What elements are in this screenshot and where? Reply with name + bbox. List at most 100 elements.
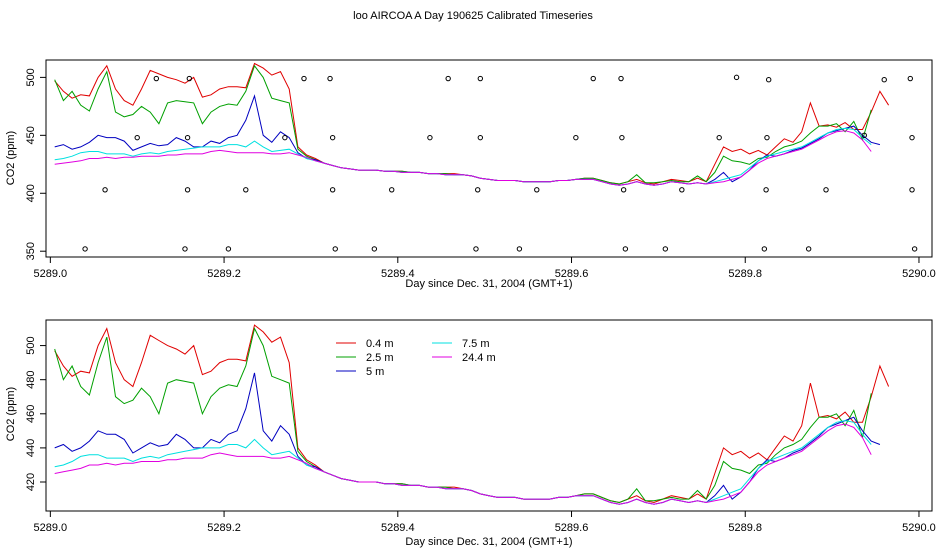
- calibration-point: [102, 187, 108, 193]
- calibration-point: [82, 246, 88, 252]
- top-x-axis-label: Day since Dec. 31, 2004 (GMT+1): [405, 278, 572, 290]
- top-series-line-24-4-m: [54, 130, 872, 186]
- calibration-point: [716, 134, 722, 141]
- bottom-x-tick-label: 5290.0: [902, 522, 936, 534]
- calibration-point: [573, 134, 579, 141]
- calibration-point: [134, 134, 140, 141]
- calibration-point: [622, 246, 629, 252]
- calibration-point: [184, 134, 191, 141]
- calibration-point: [909, 187, 915, 193]
- calibration-point: [332, 246, 338, 252]
- calibration-point: [861, 132, 867, 139]
- bottom-series-line-24-4-m: [54, 423, 872, 505]
- calibration-point: [679, 187, 685, 193]
- top-series-line-7-5-m: [54, 127, 872, 186]
- bottom-y-axis-label: CO2 (ppm): [5, 387, 17, 441]
- calibration-point: [475, 187, 481, 193]
- calibration-point: [329, 187, 336, 193]
- bottom-x-axis-label: Day since Dec. 31, 2004 (GMT+1): [405, 536, 572, 548]
- calibration-point: [427, 134, 433, 141]
- legend-label: 5 m: [366, 366, 384, 378]
- calibration-point: [733, 74, 740, 81]
- calibration-point: [823, 187, 829, 193]
- calibration-point: [327, 75, 333, 82]
- top-x-tick-label: 5290.0: [902, 268, 936, 280]
- top-x-tick-label: 5289.8: [728, 268, 762, 280]
- top-x-axis: 5289.0 5289.2 5289.4 5289.6 5289.8 5290.0: [34, 257, 936, 280]
- top-series-line-0-4-m: [54, 62, 890, 185]
- legend-label: 2.5 m: [366, 352, 394, 364]
- top-y-tick-label: 400: [25, 184, 37, 202]
- bottom-panel: 5289.0 5289.2 5289.4 5289.6 5289.8 5290.0 420…: [5, 319, 936, 548]
- figure-title: loo AIRCOA A Day 190625 Calibrated Times…: [353, 10, 593, 22]
- calibration-point: [389, 187, 395, 193]
- calibration-point: [881, 77, 887, 83]
- calibration-point: [153, 75, 160, 82]
- bottom-series-lines: [54, 324, 890, 505]
- calibration-point: [907, 75, 913, 82]
- calibration-point: [516, 246, 523, 252]
- legend-label: 24.4 m: [462, 352, 496, 364]
- legend-label: 7.5 m: [462, 338, 490, 350]
- bottom-plot-frame: [45, 319, 933, 512]
- top-x-tick-label: 5289.6: [555, 268, 589, 280]
- calibration-point: [282, 134, 288, 141]
- calibration-point: [301, 75, 307, 82]
- calibration-point: [909, 134, 915, 141]
- bottom-y-tick-label: 460: [25, 405, 37, 423]
- calibration-point: [473, 246, 479, 252]
- top-x-tick-label: 5289.4: [381, 268, 415, 280]
- calibration-point: [911, 246, 918, 252]
- calibration-point: [619, 134, 625, 141]
- bottom-y-tick-label: 500: [25, 336, 37, 354]
- bottom-y-tick-label: 440: [25, 439, 37, 457]
- top-panel: 5289.0 5289.2 5289.4 5289.6 5289.8 5290.0 350…: [5, 59, 936, 290]
- bottom-y-axis: 420 440 460 480 500: [25, 336, 46, 491]
- calibration-point: [590, 75, 596, 82]
- bottom-x-tick-label: 5289.8: [728, 522, 762, 534]
- legend: 0.4 m 2.5 m 5 m 7.5 m 24.4 m: [336, 338, 496, 378]
- top-y-axis: 350 400 450 500: [25, 68, 46, 260]
- bottom-x-tick-label: 5289.2: [207, 522, 241, 534]
- top-y-tick-label: 500: [25, 68, 37, 86]
- bottom-series-line-5-m: [54, 372, 881, 505]
- calibration-point: [182, 246, 188, 252]
- bottom-y-tick-label: 480: [25, 371, 37, 389]
- calibration-point: [765, 77, 772, 83]
- top-y-axis-label: CO2 (ppm): [5, 131, 17, 185]
- top-calibration-points: [82, 74, 918, 252]
- top-y-tick-label: 450: [25, 126, 37, 144]
- top-y-tick-label: 350: [25, 242, 37, 260]
- bottom-series-line-7-5-m: [54, 420, 872, 505]
- calibration-point: [805, 246, 812, 252]
- calibration-point: [761, 246, 768, 252]
- calibration-point: [534, 187, 540, 193]
- calibration-point: [371, 246, 378, 252]
- top-series-line-2-5-m: [54, 64, 872, 185]
- calibration-point: [477, 75, 484, 82]
- top-series-line-5-m: [54, 94, 881, 186]
- top-plot-frame: [45, 59, 933, 258]
- calibration-point: [225, 246, 232, 252]
- top-x-tick-label: 5289.0: [34, 268, 68, 280]
- calibration-point: [243, 187, 249, 193]
- calibration-point: [184, 187, 191, 193]
- calibration-point: [763, 187, 769, 193]
- calibration-point: [618, 75, 624, 82]
- calibration-point: [477, 134, 484, 141]
- calibration-point: [764, 134, 770, 141]
- bottom-y-tick-label: 420: [25, 473, 37, 491]
- top-series-lines: [54, 62, 890, 186]
- calibration-point: [662, 246, 669, 252]
- bottom-x-tick-label: 5289.6: [555, 522, 589, 534]
- bottom-x-axis: 5289.0 5289.2 5289.4 5289.6 5289.8 5290.0: [34, 511, 936, 534]
- bottom-x-tick-label: 5289.0: [34, 522, 68, 534]
- legend-label: 0.4 m: [366, 338, 394, 350]
- bottom-x-tick-label: 5289.4: [381, 522, 415, 534]
- calibration-point: [329, 134, 336, 141]
- top-x-tick-label: 5289.2: [207, 268, 241, 280]
- calibration-point: [620, 187, 627, 193]
- calibration-point: [445, 75, 451, 82]
- calibration-point: [186, 75, 193, 82]
